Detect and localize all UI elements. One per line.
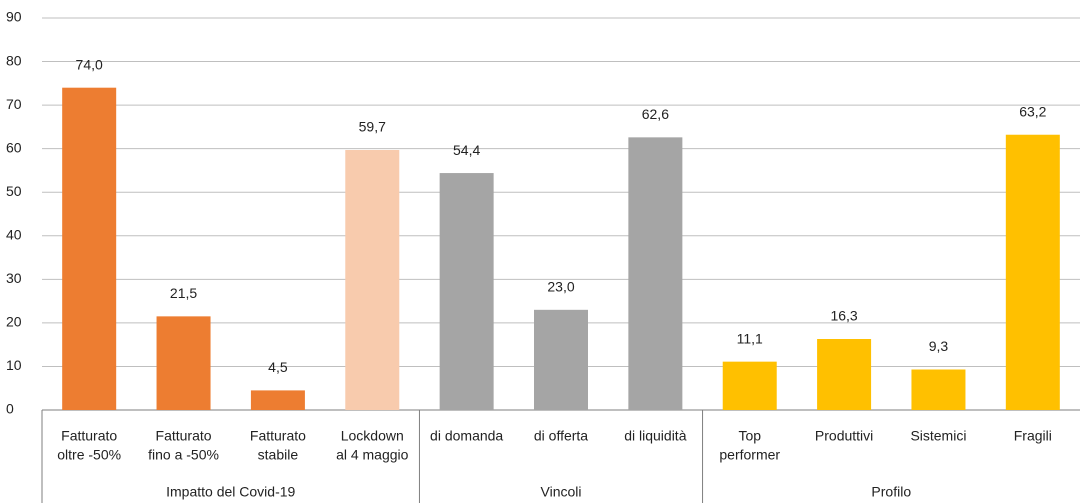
x-tick-label: Fatturato [250,428,306,444]
x-tick-label: Top [738,428,761,444]
group-label: Vincoli [541,484,582,500]
bar [628,137,683,410]
bar [911,369,966,410]
x-tick-label: Fragili [1014,428,1052,444]
x-tick-label: di offerta [534,428,588,444]
value-label: 59,7 [359,119,386,135]
bar [534,309,588,410]
value-label: 74,0 [76,56,103,72]
value-label: 62,6 [642,106,669,122]
y-tick-label: 20 [6,314,22,330]
x-tick-label: Sistemici [910,428,966,444]
y-tick-label: 50 [6,183,22,199]
value-label: 23,0 [547,279,574,295]
group-label: Profilo [871,484,911,500]
x-tick-label: Fatturato [61,428,117,444]
y-tick-label: 60 [6,139,22,155]
x-tick-label: fino a -50% [148,447,219,463]
group-label: Impatto del Covid-19 [166,484,295,500]
y-tick-label: 30 [6,270,22,286]
value-label: 9,3 [929,338,949,354]
value-label: 4,5 [268,359,288,375]
value-label: 11,1 [737,330,763,346]
bar [250,390,305,410]
x-tick-label: stabile [258,447,299,463]
value-label: 54,4 [453,142,480,158]
bar [722,361,777,410]
y-tick-label: 80 [6,52,22,68]
y-tick-label: 0 [6,401,14,417]
x-tick-label: performer [719,447,780,463]
bar [817,339,872,410]
x-tick-label: Fatturato [156,428,212,444]
y-tick-label: 90 [6,9,22,25]
x-tick-label: di domanda [430,428,503,444]
y-tick-label: 10 [6,357,22,373]
x-tick-label: al 4 maggio [336,447,409,463]
bar [439,173,494,410]
y-tick-label: 40 [6,226,22,242]
x-tick-label: Produttivi [815,428,873,444]
value-label: 16,3 [830,308,857,324]
bar [156,316,211,410]
x-tick-label: Lockdown [341,428,404,444]
bar [1005,134,1060,410]
x-tick-label: oltre -50% [57,447,121,463]
x-tick-label: di liquidità [624,428,686,444]
y-tick-label: 70 [6,96,22,112]
bar [62,87,117,410]
value-label: 63,2 [1019,103,1046,119]
value-label: 21,5 [170,285,197,301]
bar [345,149,400,410]
